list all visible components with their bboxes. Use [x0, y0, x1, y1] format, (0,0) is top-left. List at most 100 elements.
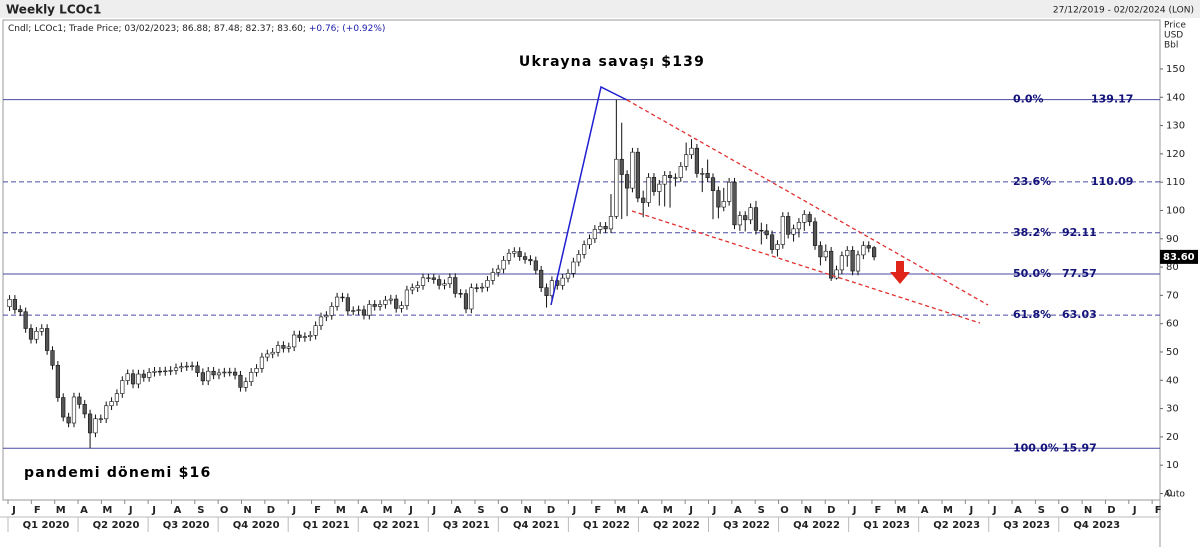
y-tick-label: 40: [1166, 375, 1179, 386]
candle-body: [700, 173, 705, 175]
x-tick-label: M: [56, 505, 66, 516]
candle-body: [18, 309, 23, 313]
candle-body: [678, 166, 683, 178]
x-tick-label: F: [594, 505, 601, 516]
x-tick-label: J: [1132, 505, 1137, 516]
candle-body: [275, 345, 281, 353]
candle-body: [265, 353, 270, 358]
quarter-label: Q2 2020: [93, 520, 140, 531]
candle-body: [50, 350, 55, 366]
candle-body: [377, 304, 383, 307]
candle-body: [485, 280, 490, 288]
wedge-lower: [631, 210, 981, 324]
y-tick-label: 0: [1166, 488, 1172, 499]
quarter-label: Q3 2023: [1003, 520, 1050, 531]
fib-label: 100.0%: [1013, 441, 1059, 454]
candle-body: [458, 293, 463, 295]
y-tick-label: 80: [1166, 262, 1179, 273]
candle-body: [404, 289, 410, 306]
x-tick-label: D: [547, 505, 555, 516]
quarter-label: Q3 2020: [163, 520, 210, 531]
x-tick-label: N: [1084, 505, 1092, 516]
candle-body: [313, 325, 318, 336]
candle-body: [61, 397, 66, 418]
x-tick-label: A: [921, 505, 929, 516]
y-tick-label: 140: [1166, 92, 1185, 103]
chart-title: Weekly LCOc1: [6, 3, 101, 17]
x-tick-label: A: [174, 505, 182, 516]
candle-body: [179, 366, 184, 369]
candle-body: [302, 336, 307, 338]
candle-body: [780, 216, 785, 245]
candle-body: [582, 244, 587, 255]
quarter-label: Q1 2020: [23, 520, 70, 531]
fib-value: 92.11: [1062, 226, 1097, 239]
candle-body: [753, 207, 759, 231]
candle-body: [549, 280, 555, 296]
x-tick-label: A: [1014, 505, 1022, 516]
candle-body: [651, 177, 657, 192]
scale-mode: Auto: [1164, 490, 1185, 500]
candle-body: [98, 418, 103, 420]
candle-body: [431, 277, 436, 280]
y-tick-label: 30: [1166, 404, 1179, 415]
x-tick-label: M: [336, 505, 346, 516]
candle-body: [243, 381, 248, 388]
candle-body: [195, 365, 200, 373]
candle-body: [673, 177, 678, 179]
y-tick-label: 90: [1166, 234, 1179, 245]
candle-body: [383, 299, 388, 305]
x-tick-label: N: [243, 505, 251, 516]
y-axis-label: Price: [1164, 21, 1186, 31]
x-tick-label: A: [734, 505, 742, 516]
fib-value: 77.57: [1062, 267, 1097, 280]
candle-body: [474, 287, 479, 289]
x-tick-label: S: [758, 505, 765, 516]
x-tick-label: F: [314, 505, 321, 516]
candle-body: [571, 261, 576, 274]
x-tick-label: J: [431, 505, 436, 516]
candle-body: [114, 393, 120, 402]
candle-body: [7, 299, 12, 307]
quarter-label: Q2 2023: [933, 520, 980, 531]
candle-body: [335, 296, 340, 307]
candle-body: [528, 259, 533, 262]
y-tick-label: 120: [1166, 149, 1185, 160]
candle-body: [855, 254, 861, 272]
candle-body: [200, 372, 205, 382]
candle-body: [624, 174, 630, 189]
x-tick-label: O: [780, 505, 789, 516]
x-tick-label: M: [896, 505, 906, 516]
candle-body: [34, 331, 39, 340]
candle-body: [410, 287, 415, 291]
x-tick-label: J: [688, 505, 693, 516]
x-tick-label: A: [80, 505, 88, 516]
fib-value: 15.97: [1062, 441, 1097, 454]
down-arrow: [890, 261, 910, 284]
candle-body: [270, 351, 275, 355]
candle-body: [565, 273, 571, 279]
fib-label: 50.0%: [1013, 267, 1051, 280]
candle-body: [141, 373, 146, 378]
candle-body: [812, 221, 818, 246]
quarter-label: Q4 2022: [793, 520, 840, 531]
quote: Cndl; LCOc1; Trade Price; 03/02/2023; 86…: [8, 24, 306, 34]
candle-body: [539, 269, 544, 289]
candle-body: [222, 371, 227, 374]
x-tick-label: F: [875, 505, 882, 516]
drawings: [550, 85, 989, 324]
candle-body: [232, 371, 238, 376]
x-tick-label: M: [663, 505, 673, 516]
candle-body: [716, 190, 721, 208]
candle-body: [372, 304, 377, 307]
candle-body: [727, 181, 732, 202]
candle-body: [641, 197, 646, 203]
fib-label: 38.2%: [1013, 226, 1051, 239]
candle-body: [619, 158, 624, 175]
candles: [7, 99, 877, 449]
candle-body: [28, 328, 34, 340]
quarter-label: Q1 2023: [863, 520, 910, 531]
candle-body: [839, 255, 844, 271]
annotation: Ukrayna savaşı $139: [519, 54, 705, 70]
candle-body: [796, 222, 802, 230]
